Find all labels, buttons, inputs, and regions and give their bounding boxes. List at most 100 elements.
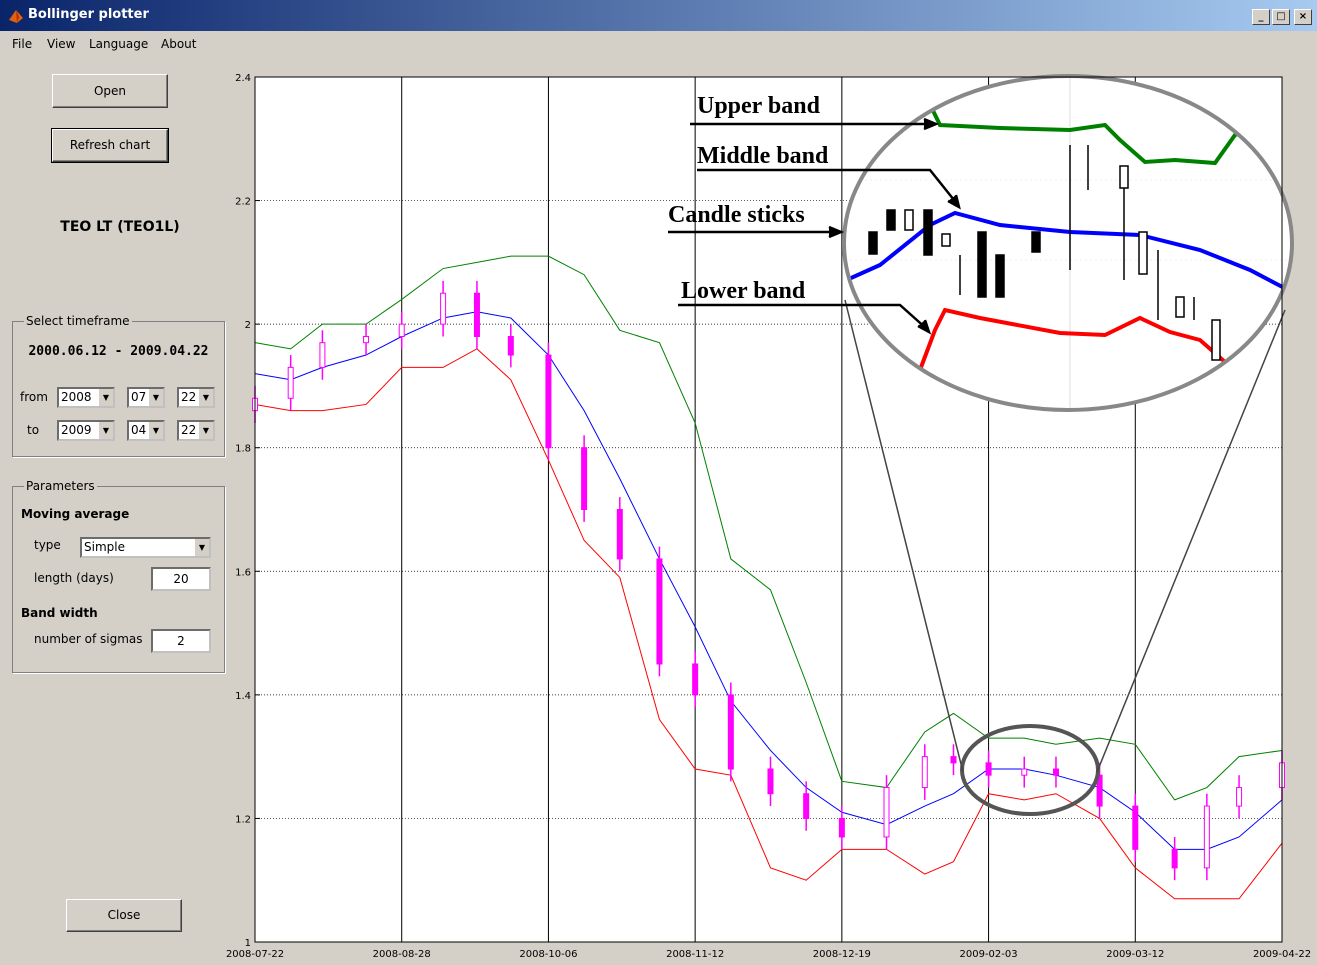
window-title: Bollinger plotter — [28, 7, 149, 22]
x-tick-label: 2008-12-19 — [813, 949, 871, 960]
close-window-button[interactable]: × — [1294, 9, 1312, 25]
candle-body — [950, 756, 957, 764]
parameters-group — [12, 486, 225, 673]
y-tick-label: 1.2 — [235, 814, 251, 825]
type-label: type — [34, 538, 61, 552]
annotation: Middle band — [697, 143, 829, 169]
minimize-button[interactable]: _ — [1252, 9, 1270, 25]
plot-frame — [254, 76, 1283, 943]
from-day[interactable]: 22 ▼ — [177, 387, 215, 408]
candle-body — [398, 323, 405, 337]
group-legend: Select timeframe — [24, 314, 132, 328]
band-line — [254, 348, 1283, 900]
candle-body — [767, 768, 774, 795]
candle-body — [1021, 768, 1028, 776]
menu-item[interactable]: About — [161, 37, 197, 51]
y-tick-label: 2.4 — [235, 73, 251, 84]
candle-body — [883, 787, 890, 838]
candle-body — [1171, 848, 1178, 869]
candle-body — [581, 447, 588, 511]
candle-body — [727, 694, 734, 770]
candle-body — [921, 756, 928, 789]
to-year[interactable]: 2009 ▼ — [57, 420, 115, 441]
candle-body — [507, 336, 514, 356]
inset-border — [842, 74, 1294, 412]
candle-body — [616, 509, 623, 560]
annotation: Lower band — [681, 278, 806, 304]
candle-body — [838, 817, 845, 838]
menu-item[interactable]: Language — [89, 37, 149, 51]
sigmas-label: number of sigmas — [34, 632, 143, 646]
x-tick-label: 2009-02-03 — [960, 949, 1018, 960]
combo-value: 2009 — [61, 423, 92, 437]
combo-value: 04 — [131, 423, 147, 437]
candle-body — [319, 342, 326, 368]
group-legend: Parameters — [24, 479, 97, 493]
candle-body — [440, 292, 447, 325]
maximize-button[interactable]: □ — [1272, 9, 1290, 25]
title-bar: Bollinger plotter _ □ × — [0, 0, 1317, 31]
y-tick-label: 2.2 — [235, 197, 251, 208]
data-range: 2000.06.12 - 2009.04.22 — [28, 344, 209, 359]
combo-value: Simple — [84, 540, 125, 554]
app-icon — [9, 10, 23, 23]
x-tick-label: 2008-08-28 — [373, 949, 431, 960]
candle-body — [656, 558, 663, 665]
sigmas-input[interactable]: 2 — [151, 629, 211, 653]
length-input[interactable]: 20 — [151, 567, 211, 591]
candle-body — [1203, 805, 1210, 869]
y-tick-label: 1.8 — [235, 444, 251, 455]
x-tick-label: 2008-11-12 — [666, 949, 724, 960]
y-tick-label: 1 — [245, 938, 251, 949]
combo-value: 2008 — [61, 390, 92, 404]
inset-content — [844, 76, 1292, 410]
candle-body — [1236, 787, 1243, 807]
from-label: from — [20, 390, 48, 404]
section-label: Moving average — [21, 507, 130, 521]
to-month[interactable]: 04 ▼ — [127, 420, 165, 441]
section-label: Band width — [21, 606, 98, 620]
menu-bar: File View Language About — [0, 32, 1317, 56]
candle-body — [803, 793, 810, 819]
length-label: length (days) — [34, 571, 114, 585]
to-day[interactable]: 22 ▼ — [177, 420, 215, 441]
annotation-arrow — [697, 168, 959, 206]
annotation: Candle sticks — [668, 202, 805, 228]
y-tick-label: 1.4 — [235, 691, 251, 702]
menu-item[interactable]: View — [47, 37, 76, 51]
band-line — [254, 311, 1283, 850]
x-tick-label: 2008-07-22 — [226, 949, 284, 960]
band-line — [254, 255, 1283, 801]
combo-value: 07 — [131, 390, 147, 404]
open-button[interactable]: Open — [52, 74, 168, 108]
zoom-connector — [844, 299, 964, 773]
close-button[interactable]: Close — [66, 899, 182, 932]
type-combo[interactable]: Simple ▼ — [80, 537, 211, 558]
annotation: Upper band — [697, 93, 821, 119]
from-year[interactable]: 2008 ▼ — [57, 387, 115, 408]
candle-body — [473, 292, 480, 337]
x-tick-label: 2008-10-06 — [519, 949, 577, 960]
candle-body — [363, 336, 370, 344]
annotation-arrow — [678, 303, 929, 331]
y-tick-label: 1.6 — [235, 567, 251, 578]
ticker: TEO LT (TEO1L) — [60, 219, 180, 235]
candle-body — [1052, 768, 1059, 776]
combo-value: 22 — [181, 390, 197, 404]
menu-item[interactable]: File — [12, 37, 33, 51]
y-tick-label: 2 — [245, 320, 251, 331]
x-tick-label: 2009-04-22 — [1253, 949, 1311, 960]
combo-value: 22 — [181, 423, 197, 437]
candle-body — [985, 762, 992, 776]
candle-body — [1132, 805, 1139, 850]
refresh-button[interactable]: Refresh chart — [51, 128, 169, 163]
to-label: to — [27, 423, 40, 437]
x-tick-label: 2009-03-12 — [1106, 949, 1164, 960]
candle-body — [692, 663, 699, 696]
zoom-connector — [1096, 309, 1286, 773]
from-month[interactable]: 07 ▼ — [127, 387, 165, 408]
candle-body — [287, 366, 294, 399]
zoom-inset: Upper band Middle band Candle sticks Low… — [668, 74, 1294, 816]
